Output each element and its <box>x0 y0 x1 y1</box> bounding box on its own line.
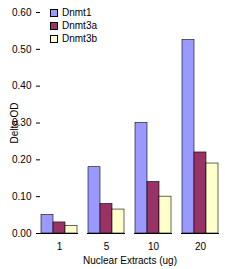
svg-text:Nuclear Extracts (ug): Nuclear Extracts (ug) <box>83 255 177 266</box>
svg-text:0.60: 0.60 <box>12 7 32 18</box>
svg-text:0.00: 0.00 <box>12 228 32 239</box>
svg-text:0.20: 0.20 <box>12 154 32 165</box>
svg-text:0.50: 0.50 <box>12 44 32 55</box>
svg-text:0.30: 0.30 <box>12 117 32 129</box>
svg-text:0.10: 0.10 <box>12 191 32 202</box>
html-text:Dnmt3b: Dnmt3b <box>62 33 97 44</box>
svg-text:10: 10 <box>148 241 160 252</box>
svg-text:1: 1 <box>57 241 63 252</box>
html-text:Dnmt1: Dnmt1 <box>62 7 92 18</box>
svg-text:Delta OD: Delta OD <box>9 102 20 143</box>
svg-text:0.40: 0.40 <box>12 80 32 91</box>
html-text:Dnmt3a: Dnmt3a <box>62 20 97 31</box>
svg-text:5: 5 <box>104 241 110 252</box>
svg-text:20: 20 <box>195 241 207 252</box>
